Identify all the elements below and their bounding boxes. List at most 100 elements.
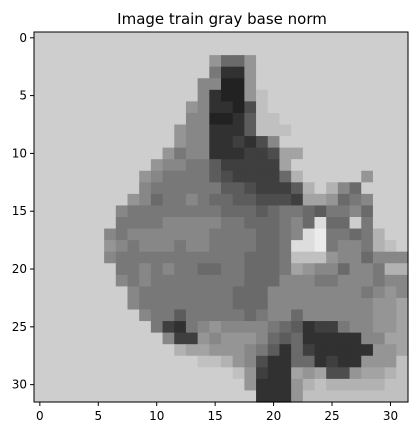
image-pixel — [349, 263, 362, 276]
image-pixel — [372, 274, 386, 287]
image-pixel — [34, 332, 47, 345]
image-pixel — [80, 240, 94, 253]
image-pixel — [150, 89, 164, 102]
image-pixel — [92, 78, 105, 91]
image-pixel — [291, 170, 304, 183]
image-pixel — [197, 378, 210, 392]
image-pixel — [45, 32, 58, 45]
image-pixel — [396, 355, 409, 368]
image-pixel — [69, 217, 82, 230]
image-pixel — [337, 228, 351, 241]
image-pixel — [34, 55, 47, 68]
image-pixel — [104, 309, 117, 322]
image-pixel — [115, 182, 129, 195]
image-pixel — [174, 286, 187, 299]
y-tick-label: 30 — [12, 378, 27, 392]
image-pixel — [92, 182, 105, 195]
image-pixel — [174, 251, 187, 264]
image-pixel — [267, 112, 281, 126]
image-pixel — [115, 32, 129, 45]
image-pixel — [326, 217, 339, 230]
image-pixel — [139, 112, 152, 126]
image-pixel — [256, 286, 269, 299]
image-pixel — [372, 263, 386, 276]
image-pixel — [326, 170, 339, 183]
image-pixel — [174, 240, 187, 253]
image-pixel — [372, 66, 386, 79]
image-pixel — [127, 367, 140, 380]
image-pixel — [384, 263, 397, 276]
image-pixel — [291, 263, 304, 276]
image-pixel — [197, 193, 210, 207]
image-pixel — [361, 251, 374, 264]
image-pixel — [57, 378, 70, 392]
image-pixel — [314, 193, 327, 207]
image-pixel — [384, 286, 397, 299]
image-pixel — [34, 66, 47, 79]
image-pixel — [267, 55, 281, 68]
image-pixel — [45, 159, 58, 172]
image-pixel — [256, 251, 269, 264]
image-pixel — [34, 367, 47, 380]
image-pixel — [139, 32, 152, 45]
image-pixel — [162, 274, 175, 287]
image-pixel — [314, 78, 327, 91]
image-pixel — [326, 286, 339, 299]
image-pixel — [372, 136, 386, 149]
image-pixel — [337, 170, 351, 183]
image-pixel — [291, 344, 304, 357]
image-pixel — [69, 55, 82, 68]
image-pixel — [127, 297, 140, 311]
image-pixel — [372, 286, 386, 299]
image-pixel — [80, 66, 94, 79]
image-pixel — [115, 89, 129, 102]
image-pixel — [291, 32, 304, 45]
image-pixel — [244, 390, 257, 403]
image-pixel — [326, 228, 339, 241]
image-pixel — [326, 55, 339, 68]
image-pixel — [244, 182, 257, 195]
image-pixel — [45, 228, 58, 241]
image-pixel — [162, 205, 175, 218]
image-pixel — [232, 240, 245, 253]
image-pixel — [127, 78, 140, 91]
image-pixel — [185, 332, 199, 345]
image-pixel — [349, 89, 362, 102]
image-pixel — [244, 367, 257, 380]
image-pixel — [174, 112, 187, 126]
image-pixel — [115, 378, 129, 392]
image-pixel — [361, 136, 374, 149]
image-pixel — [326, 101, 339, 114]
image-pixel — [279, 378, 292, 392]
image-pixel — [244, 240, 257, 253]
image-pixel — [361, 32, 374, 45]
image-pixel — [209, 332, 222, 345]
image-pixel — [361, 55, 374, 68]
image-pixel — [34, 89, 47, 102]
image-pixel — [127, 147, 140, 160]
image-pixel — [139, 124, 152, 137]
image-pixel — [302, 390, 316, 403]
image-pixel — [384, 228, 397, 241]
image-pixel — [150, 251, 164, 264]
image-pixel — [197, 112, 210, 126]
image-pixel — [139, 43, 152, 56]
image-pixel — [34, 321, 47, 334]
image-pixel — [162, 217, 175, 230]
image-pixel — [244, 55, 257, 68]
y-axis: 0 5 10 15 20 25 30 — [12, 31, 34, 392]
image-pixel — [302, 136, 316, 149]
image-pixel — [139, 378, 152, 392]
image-pixel — [302, 263, 316, 276]
image-pixel — [244, 297, 257, 311]
image-pixel — [57, 344, 70, 357]
image-pixel — [326, 43, 339, 56]
image-pixel — [209, 193, 222, 207]
image-pixel — [162, 344, 175, 357]
image-pixel — [150, 101, 164, 114]
image-pixel — [174, 378, 187, 392]
image-pixel — [349, 78, 362, 91]
image-pixel — [267, 136, 281, 149]
image-pixel — [267, 251, 281, 264]
image-pixel — [256, 89, 269, 102]
